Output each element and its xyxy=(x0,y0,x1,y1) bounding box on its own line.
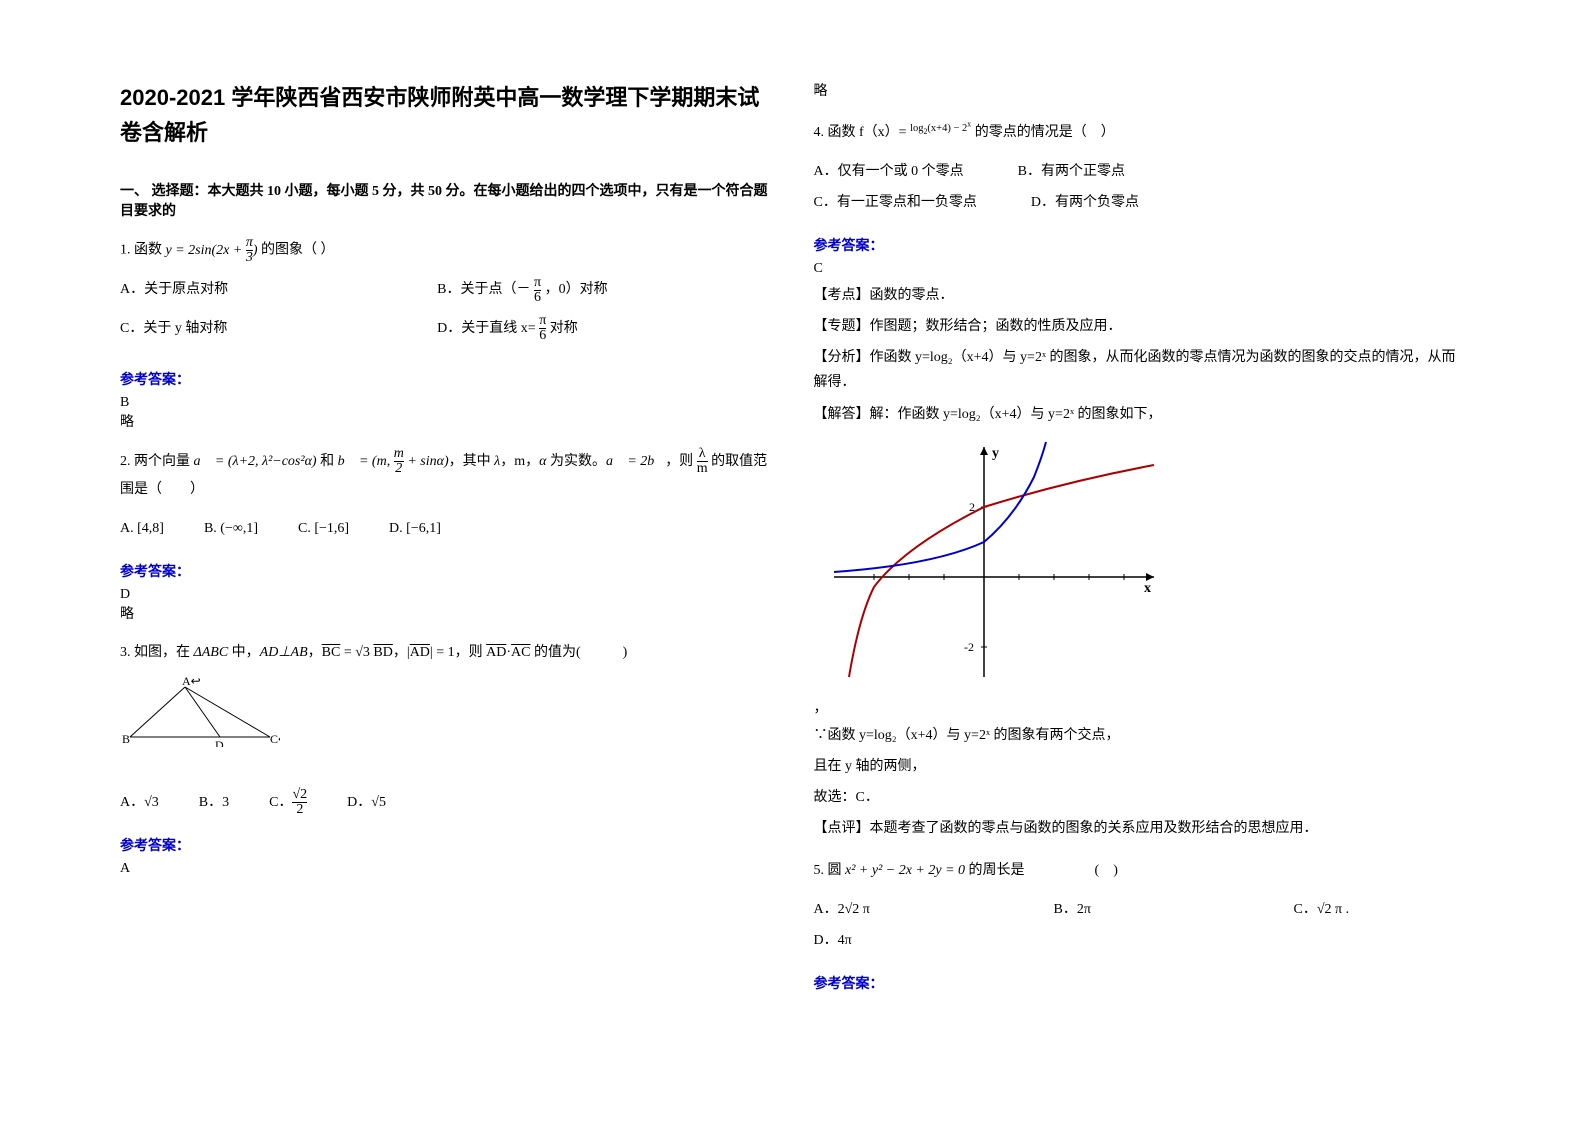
q4-after3: 故选：C． xyxy=(814,785,1468,810)
q2-note: 略 xyxy=(120,603,774,623)
left-column: 2020-2021 学年陕西省西安市陕师附英中高一数学理下学期期末试卷含解析 一… xyxy=(100,80,794,1082)
q1-stem-prefix: 1. 函数 xyxy=(120,243,166,258)
q2-option-d: D. [−6,1] xyxy=(389,514,441,545)
q4-point: 【考点】函数的零点． xyxy=(814,283,1468,308)
q3-answer-label: 参考答案： xyxy=(120,835,774,855)
q3-answer: A xyxy=(120,861,774,877)
q1-options: A．关于原点对称 B．关于点（－ π6 ，0）对称 C．关于 y 轴对称 D．关… xyxy=(120,275,774,353)
q4-answer-label: 参考答案： xyxy=(814,235,1468,255)
q4-options: A．仅有一个或 0 个零点 B．有两个正零点 C．有一正零点和一负零点 D．有两… xyxy=(814,157,1468,219)
q1-note: 略 xyxy=(120,411,774,431)
q4-answer: C xyxy=(814,261,1468,277)
q2-stem: 2. 两个向量 a⃗ = (λ+2, λ²−cos²α) 和 b⃗ = (m, … xyxy=(120,454,767,497)
q3-option-a: A．√3 xyxy=(120,788,159,819)
question-3: 3. 如图，在 ΔABC 中，AD⊥AB，BC = √3 BD，|AD| = 1… xyxy=(120,639,774,819)
q2-option-a: A. [4,8] xyxy=(120,514,164,545)
q4-solve: 【解答】解：作函数 y=log₂（x+4）与 y=2ˣ 的图象如下， xyxy=(814,402,1468,427)
q4-method: 【分析】作函数 y=log₂（x+4）与 y=2ˣ 的图象，从而化函数的零点情况… xyxy=(814,345,1468,395)
q2-option-c: C. [−1,6] xyxy=(298,514,349,545)
q1-option-a: A．关于原点对称 xyxy=(120,275,434,306)
q5-answer-label: 参考答案： xyxy=(814,973,1468,993)
q5-stem: 5. 圆 x² + y² − 2x + 2y = 0 的周长是 ( ) xyxy=(814,863,1118,878)
x-axis-label: x xyxy=(1144,581,1151,596)
q4-comment: 【点评】本题考查了函数的零点与函数的图象的关系应用及数形结合的思想应用． xyxy=(814,816,1468,841)
q3-note: 略 xyxy=(814,80,1468,100)
q1-option-c: C．关于 y 轴对称 xyxy=(120,314,434,345)
q1-answer-label: 参考答案： xyxy=(120,369,774,389)
q5-option-d: D．4π xyxy=(814,926,852,957)
q5-options: A．2√2 π B．2π C．√2 π . D．4π xyxy=(814,895,1468,957)
exp-curve xyxy=(834,442,1046,572)
q3-option-c: C．√22 xyxy=(269,788,307,819)
triangle-figure: A↩ B D C↩ xyxy=(120,677,774,758)
vertex-c: C↩ xyxy=(270,732,280,746)
y-axis-label: y xyxy=(992,446,999,461)
q4-after1: ∵函数 y=log₂（x+4）与 y=2ˣ 的图象有两个交点， xyxy=(814,723,1468,748)
q2-answer-label: 参考答案： xyxy=(120,561,774,581)
q2-answer: D xyxy=(120,587,774,603)
q3-option-b: B．3 xyxy=(199,788,229,819)
q4-topic: 【专题】作图题；数形结合；函数的性质及应用． xyxy=(814,314,1468,339)
question-4: 4. 函数 f（x）= log2(x+4) − 2x 的零点的情况是（ ） A．… xyxy=(814,116,1468,219)
q4-stem: 4. 函数 f（x）= log2(x+4) − 2x 的零点的情况是（ ） xyxy=(814,125,1115,140)
question-2: 2. 两个向量 a⃗ = (λ+2, λ²−cos²α) 和 b⃗ = (m, … xyxy=(120,447,774,545)
q5-option-a: A．2√2 π xyxy=(814,895,1014,926)
q3-stem: 3. 如图，在 ΔABC 中，AD⊥AB，BC = √3 BD，|AD| = 1… xyxy=(120,645,627,660)
section-1-header: 一、 选择题：本大题共 10 小题，每小题 5 分，共 50 分。在每小题给出的… xyxy=(120,180,774,220)
right-column: 略 4. 函数 f（x）= log2(x+4) − 2x 的零点的情况是（ ） … xyxy=(794,80,1488,1082)
log-curve xyxy=(849,465,1154,677)
q3-option-d: D．√5 xyxy=(347,788,386,819)
q2-options: A. [4,8] B. (−∞,1] C. [−1,6] D. [−6,1] xyxy=(120,514,774,545)
question-5: 5. 圆 x² + y² − 2x + 2y = 0 的周长是 ( ) A．2√… xyxy=(814,857,1468,957)
q4-chart: 2 -2 x y xyxy=(814,437,1174,687)
q4-after2: 且在 y 轴的两侧， xyxy=(814,754,1468,779)
exam-page: 2020-2021 学年陕西省西安市陕师附英中高一数学理下学期期末试卷含解析 一… xyxy=(0,0,1587,1122)
q5-option-c: C．√2 π . xyxy=(1294,895,1350,926)
vertex-a: A↩ xyxy=(182,677,201,688)
q4-option-a: A．仅有一个或 0 个零点 xyxy=(814,164,964,179)
q1-formula: y = 2sin(2x + π3) xyxy=(166,243,258,258)
q1-option-d: D．关于直线 x= π6 对称 xyxy=(437,314,751,345)
exam-title: 2020-2021 学年陕西省西安市陕师附英中高一数学理下学期期末试卷含解析 xyxy=(120,80,774,150)
vertex-d: D xyxy=(215,738,224,747)
ytick-neg: -2 xyxy=(964,640,974,654)
chart-trailing-comma: ， xyxy=(814,701,828,716)
question-1: 1. 函数 y = 2sin(2x + π3) 的图象（ ） A．关于原点对称 … xyxy=(120,236,774,353)
triangle-svg: A↩ B D C↩ xyxy=(120,677,280,747)
q5-option-b: B．2π xyxy=(1054,895,1254,926)
q2-option-b: B. (−∞,1] xyxy=(204,514,258,545)
q1-answer: B xyxy=(120,395,774,411)
q4-option-c: C．有一正零点和一负零点 xyxy=(814,195,977,210)
q4-option-b: B．有两个正零点 xyxy=(1018,164,1125,179)
q1-stem-suffix: 的图象（ ） xyxy=(261,243,335,258)
q1-option-b: B．关于点（－ π6 ，0）对称 xyxy=(437,275,751,306)
vertex-b: B xyxy=(122,732,130,746)
q4-option-d: D．有两个负零点 xyxy=(1031,195,1139,210)
q3-options: A．√3 B．3 C．√22 D．√5 xyxy=(120,788,774,819)
